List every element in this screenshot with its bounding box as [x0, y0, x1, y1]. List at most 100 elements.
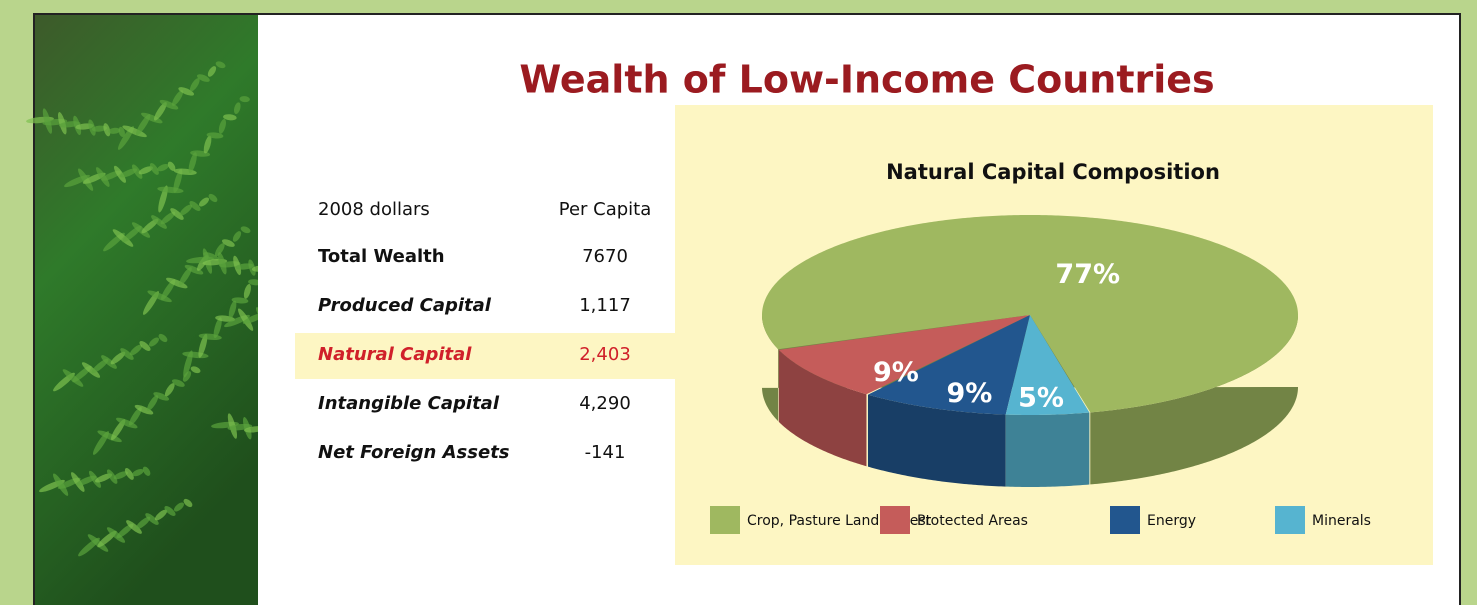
- row-value: 2,403: [579, 344, 631, 365]
- fern-leaflet: [213, 317, 222, 339]
- row-label: Produced Capital: [318, 295, 492, 316]
- fern-leaflet: [184, 264, 204, 275]
- fern-leaflet: [248, 259, 256, 276]
- fern-leaflet: [131, 164, 143, 179]
- fern-leaflet: [141, 218, 159, 234]
- row-label: Total Wealth: [318, 246, 445, 267]
- fern-leaflet: [188, 152, 197, 174]
- fern-leaflet: [138, 166, 153, 175]
- fern-leaflet: [214, 243, 225, 257]
- pie-slice: [778, 315, 1030, 395]
- value-label: 9%: [946, 378, 992, 409]
- fern-leaflet: [182, 371, 192, 382]
- fern-leaflet: [179, 204, 193, 216]
- fern-leaflet: [62, 369, 84, 387]
- fern-leaflet: [114, 165, 126, 183]
- fern-leaflet: [142, 466, 151, 476]
- fern-leaflet: [158, 185, 168, 213]
- legend-swatch: [880, 506, 910, 534]
- fern-leaflet: [164, 383, 175, 397]
- fern-leaflet: [179, 267, 192, 286]
- fern-leaflet: [151, 215, 167, 229]
- fern-leaflet: [120, 168, 138, 178]
- fern-leaflet: [96, 167, 110, 187]
- fern-leaflet: [203, 135, 212, 154]
- pie-slice: [762, 215, 1298, 413]
- fern-leaflet: [222, 239, 235, 247]
- fern-leaflet: [113, 471, 128, 480]
- value-label: 9%: [873, 357, 919, 388]
- fern-leaflet: [135, 516, 151, 530]
- fern-leaflet: [158, 333, 168, 343]
- fern-leaflet: [149, 162, 159, 175]
- fern-leaflet: [106, 469, 118, 484]
- legend-label: Minerals: [1312, 513, 1371, 529]
- value-label: 5%: [1018, 382, 1064, 413]
- fern-leaflet: [116, 523, 134, 539]
- fern-leaflet: [208, 193, 218, 203]
- legend-label: Protected Areas: [917, 513, 1028, 529]
- pie-slice-side: [1005, 412, 1090, 487]
- legend-label: Energy: [1147, 513, 1196, 529]
- fern-leaflet: [141, 112, 163, 124]
- fern-leaflet: [108, 127, 121, 134]
- row-label: Net Foreign Assets: [318, 442, 510, 463]
- fern-leaflet: [129, 407, 142, 426]
- fern-leaflet: [218, 118, 226, 134]
- fern-leaflet: [136, 114, 151, 136]
- fern-leaflet: [164, 506, 176, 516]
- table-header: Per Capita: [559, 199, 652, 220]
- row-value: 7670: [582, 246, 628, 267]
- fern-leaflet: [173, 168, 183, 193]
- fern-leaflet: [88, 119, 96, 136]
- fern-leaflet: [131, 222, 151, 238]
- fern-leaflet: [134, 404, 154, 415]
- fern-leaflet: [126, 520, 142, 534]
- pie-slice-side: [867, 394, 1006, 487]
- fern-leaflet: [189, 201, 201, 211]
- fern-leaflet: [183, 350, 193, 378]
- fern-leaflet: [154, 102, 167, 121]
- page-title: Wealth of Low-Income Countries: [519, 58, 1214, 102]
- fern-leaflet: [198, 333, 208, 358]
- fern-leaflet: [95, 473, 113, 483]
- fern-leaflet: [87, 534, 109, 552]
- fern-leaflet: [116, 417, 138, 429]
- fern-leaflet: [110, 351, 126, 365]
- row-value: 1,117: [579, 295, 631, 316]
- table: 2008 dollars Per Capita Total Wealth 7670 Pr…: [318, 199, 651, 463]
- fern-leaflet: [91, 358, 109, 374]
- fern-leaflet: [160, 211, 176, 225]
- fern-leaflet: [111, 419, 126, 441]
- value-label: 77%: [1055, 259, 1120, 290]
- fern-leaflet: [147, 290, 172, 303]
- fern-leaflet: [199, 197, 209, 207]
- fern-leaflet: [215, 61, 226, 69]
- chart-title: Natural Capital Composition: [886, 160, 1220, 184]
- fern-leaflet: [197, 74, 210, 82]
- fern-leaflet: [206, 132, 224, 139]
- pie-slice: [867, 315, 1030, 415]
- fern-leaflet: [124, 467, 134, 480]
- fern-leaflet: [233, 102, 241, 115]
- fern-leaflet: [145, 513, 159, 525]
- fern-leaflet: [91, 125, 107, 132]
- fern-leaflet: [171, 90, 184, 106]
- row-label: Intangible Capital: [318, 393, 500, 414]
- fern-leaflet: [106, 527, 126, 543]
- fern-leaflet: [207, 66, 217, 77]
- fern-leaflet: [149, 337, 159, 347]
- fern-leaflet: [103, 123, 111, 137]
- fern-leaflet: [157, 163, 169, 172]
- row-value: -141: [585, 442, 626, 463]
- fern-leaflet: [231, 297, 249, 304]
- fern-leaflet: [190, 366, 201, 374]
- fern-leaflet: [161, 279, 176, 301]
- fern-leaflet: [159, 99, 179, 110]
- fern-leaflet: [240, 226, 251, 234]
- fern-leaflet: [189, 78, 200, 92]
- fern-leaflet: [71, 472, 85, 492]
